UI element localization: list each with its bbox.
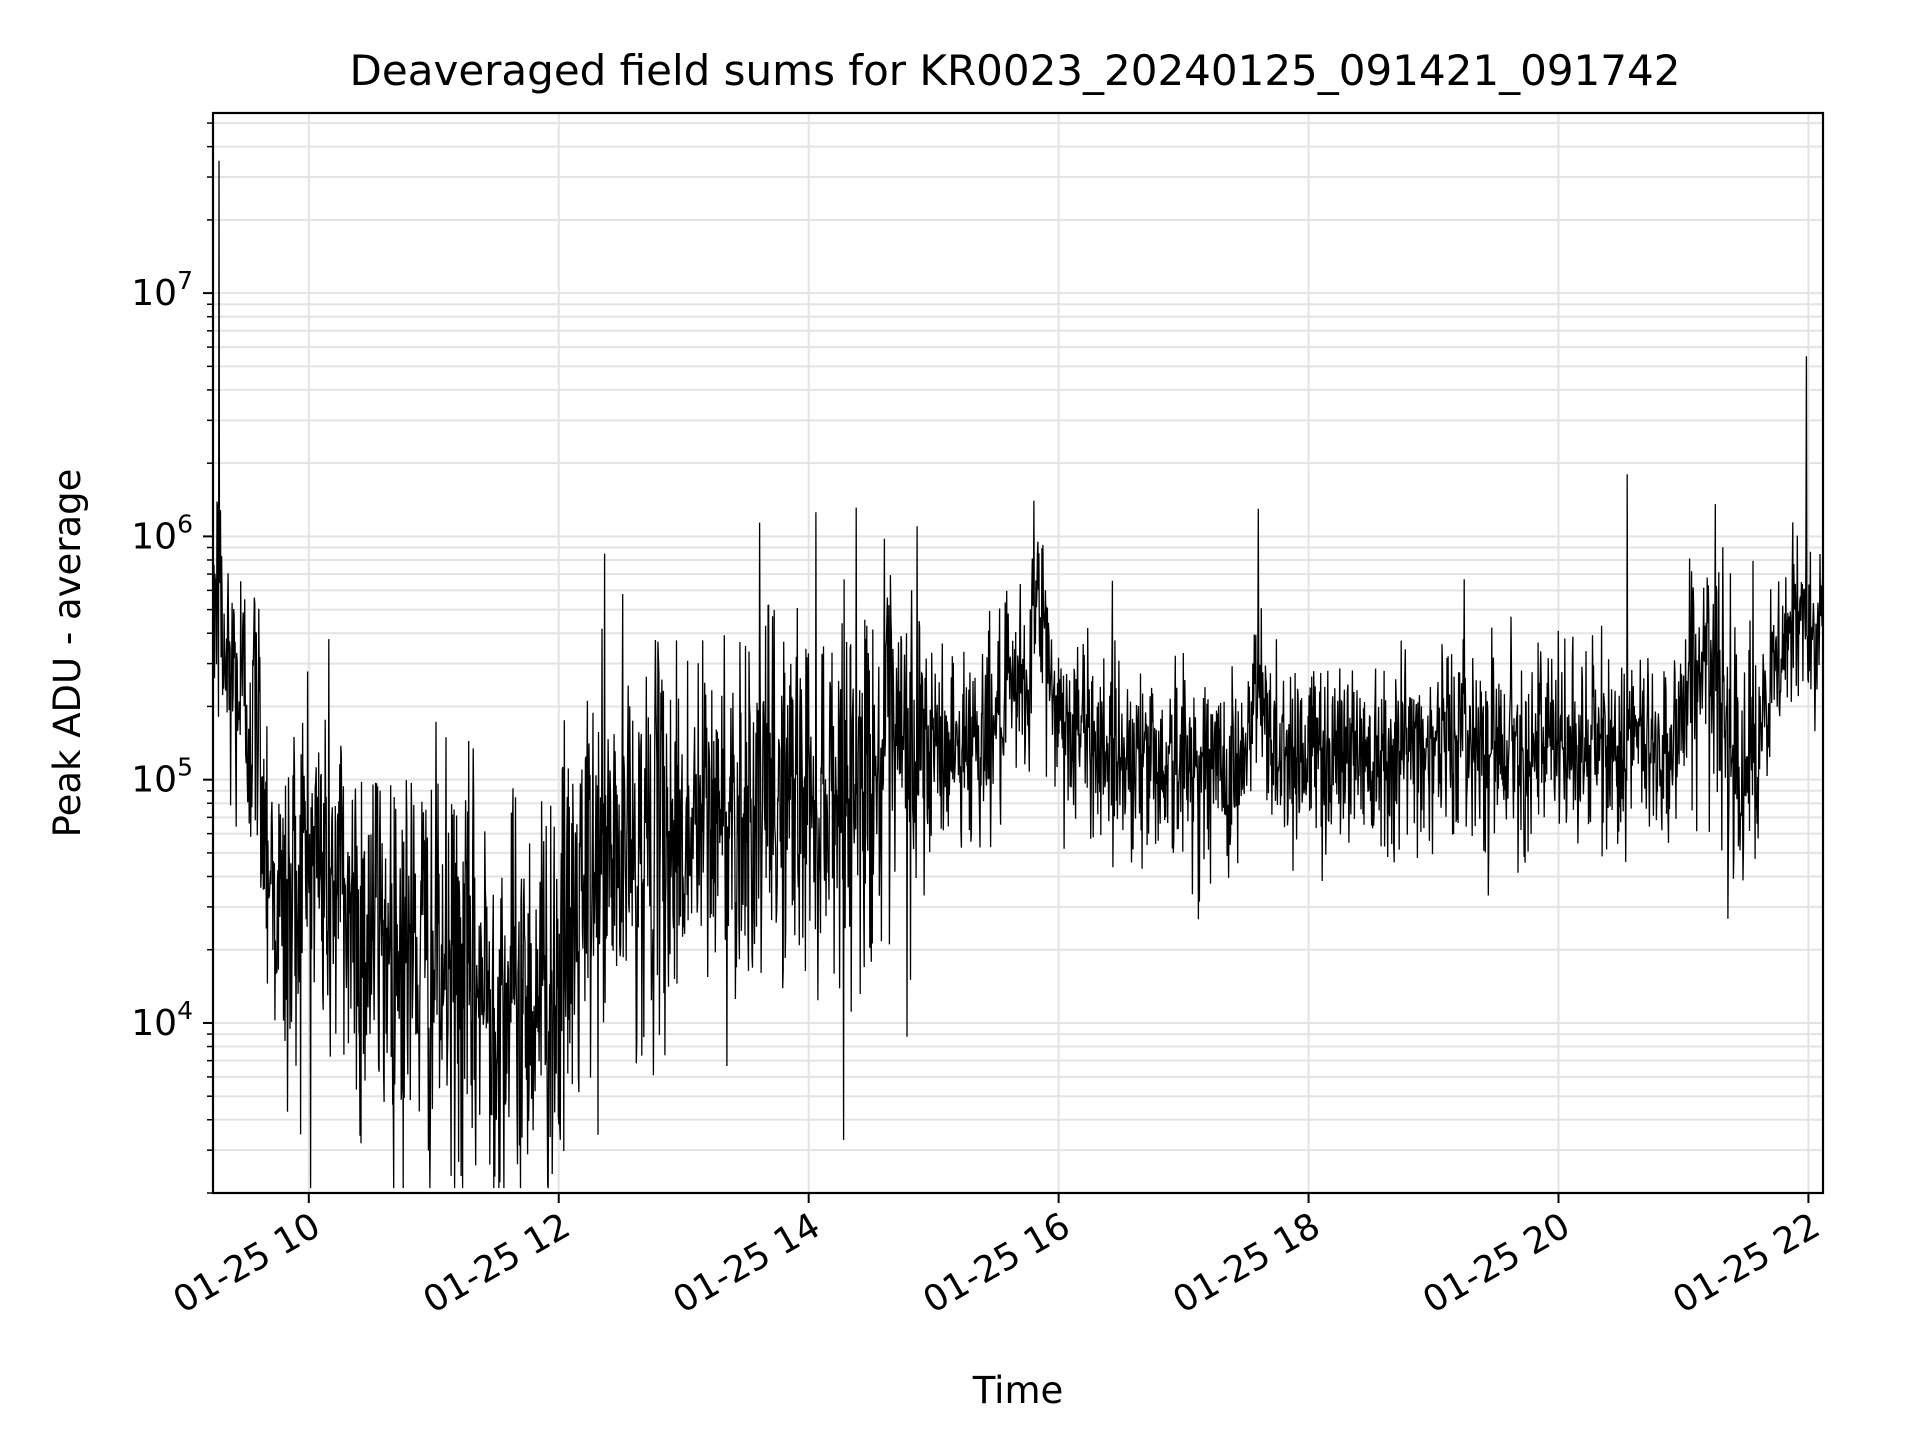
y-tick-label: 106 [131, 509, 193, 557]
y-tick-label: 107 [131, 266, 193, 314]
y-tick-label: 104 [131, 996, 193, 1044]
y-tick-label: 105 [131, 753, 193, 801]
series-line [212, 160, 1824, 1189]
x-axis-label: Time [972, 1369, 1064, 1412]
y-axis-label: Peak ADU - average [46, 469, 89, 838]
grid [213, 113, 1823, 1194]
plot-area [212, 160, 1824, 1189]
y-axis: 104 105 106 107 [131, 122, 213, 1194]
chart-title: Deaveraged field sums for KR0023_2024012… [350, 46, 1681, 95]
plot-frame [211, 111, 1825, 1195]
